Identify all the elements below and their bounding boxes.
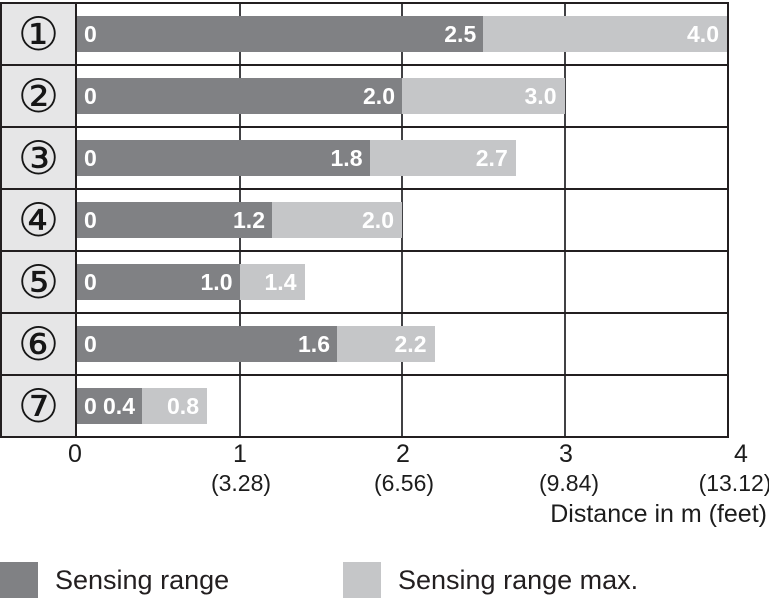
x-tick-label-m: 4 bbox=[734, 440, 748, 468]
start-value-label: 0 bbox=[84, 393, 97, 419]
row-number-label: ⑥ bbox=[17, 317, 60, 371]
sensing-range-bar: 0 1.8 bbox=[77, 140, 370, 176]
row-category-cell: ④ bbox=[2, 190, 77, 250]
x-tick-label-feet: (3.28) bbox=[210, 470, 272, 496]
x-tick-label-m: 2 bbox=[396, 440, 410, 468]
chart-row: ⑥ 2.2 0 1.6 bbox=[2, 314, 727, 376]
x-tick-label-feet: (9.84) bbox=[538, 470, 600, 496]
row-category-cell: ③ bbox=[2, 128, 77, 188]
x-tick-label-feet: (13.12) bbox=[698, 470, 769, 496]
row-plot-area: 0.8 0 0.4 bbox=[77, 376, 727, 436]
gridline bbox=[238, 376, 241, 436]
start-value-label: 0 bbox=[84, 207, 97, 233]
max-value-label: 1.4 bbox=[264, 269, 297, 295]
sensing-range-bar: 0 2.0 bbox=[77, 78, 402, 114]
max-value-label: 2.0 bbox=[362, 207, 394, 233]
gridline bbox=[401, 190, 403, 250]
sensing-range-max-bar: 0.8 bbox=[142, 388, 207, 424]
gridline bbox=[563, 190, 566, 250]
sensing-range-bar: 0 1.6 bbox=[77, 326, 337, 362]
row-category-cell: ⑤ bbox=[2, 252, 77, 312]
legend: Sensing range Sensing range max. bbox=[0, 560, 769, 600]
chart-row: ③ 2.7 0 1.8 bbox=[2, 128, 727, 190]
gridline bbox=[563, 252, 566, 312]
x-tick-label-feet: (6.56) bbox=[373, 470, 435, 496]
x-axis-title: Distance in m (feet) bbox=[550, 500, 767, 528]
row-number-label: ① bbox=[17, 7, 60, 61]
gridline bbox=[563, 376, 566, 436]
row-category-cell: ⑥ bbox=[2, 314, 77, 374]
x-axis: Distance in m (feet) 0 1 (3.28) 2 (6.56) 3 (9.… bbox=[0, 438, 769, 536]
row-plot-area: 1.4 0 1.0 bbox=[77, 252, 727, 312]
sensing-range-max-bar: 2.0 bbox=[272, 202, 402, 238]
sensing-range-max-bar: 4.0 bbox=[483, 16, 727, 52]
chart-row: ⑤ 1.4 0 1.0 bbox=[2, 252, 727, 314]
sensing-range-bar: 0 0.4 bbox=[77, 388, 142, 424]
sensing-range-bar: 0 2.5 bbox=[77, 16, 484, 52]
row-number-label: ③ bbox=[17, 131, 60, 185]
gridline bbox=[401, 376, 403, 436]
sensing-range-bar: 0 1.0 bbox=[77, 264, 240, 300]
row-plot-area: 2.2 0 1.6 bbox=[77, 314, 727, 374]
chart-row: ⑦ 0.8 0 0.4 bbox=[2, 376, 727, 436]
legend-swatch-sensing-range-max bbox=[343, 562, 381, 598]
legend-label-sensing-range-max: Sensing range max. bbox=[398, 564, 639, 595]
x-tick-label-m: 0 bbox=[68, 440, 82, 468]
max-value-label: 0.8 bbox=[167, 393, 199, 419]
row-number-label: ⑦ bbox=[17, 379, 60, 433]
range-value-label: 1.8 bbox=[330, 145, 363, 171]
row-category-cell: ② bbox=[2, 66, 77, 126]
sensing-range-max-bar: 2.7 bbox=[369, 140, 516, 176]
sensing-range-bar: 0 1.2 bbox=[77, 202, 272, 238]
start-value-label: 0 bbox=[84, 269, 97, 295]
row-plot-area: 3.0 0 2.0 bbox=[77, 66, 727, 126]
chart-table: ① 4.0 0 2.5 ② 3.0 0 2.0 ③ bbox=[0, 2, 729, 438]
gridline bbox=[563, 314, 566, 374]
row-number-label: ⑤ bbox=[17, 255, 60, 309]
range-value-label: 1.2 bbox=[233, 207, 265, 233]
row-number-label: ② bbox=[17, 69, 60, 123]
legend-swatch-sensing-range bbox=[0, 562, 38, 598]
sensing-range-max-bar: 2.2 bbox=[337, 326, 435, 362]
max-value-label: 2.7 bbox=[475, 145, 508, 171]
legend-label-sensing-range: Sensing range bbox=[55, 564, 230, 595]
gridline bbox=[563, 66, 566, 126]
start-value-label: 0 bbox=[84, 83, 97, 109]
range-value-label: 1.6 bbox=[298, 331, 330, 357]
x-tick-label-m: 1 bbox=[233, 440, 247, 468]
row-plot-area: 2.0 0 1.2 bbox=[77, 190, 727, 250]
row-number-label: ④ bbox=[17, 193, 60, 247]
range-value-label: 2.0 bbox=[363, 83, 395, 109]
gridline bbox=[401, 252, 403, 312]
range-value-label: 0.4 bbox=[103, 393, 135, 419]
chart-row: ① 4.0 0 2.5 bbox=[2, 4, 727, 66]
chart-row: ④ 2.0 0 1.2 bbox=[2, 190, 727, 252]
row-plot-area: 4.0 0 2.5 bbox=[77, 4, 727, 64]
max-value-label: 2.2 bbox=[394, 331, 427, 357]
row-category-cell: ① bbox=[2, 4, 77, 64]
x-tick-label-m: 3 bbox=[559, 440, 573, 468]
start-value-label: 0 bbox=[84, 331, 97, 357]
range-value-label: 2.5 bbox=[444, 21, 477, 47]
sensing-range-max-bar: 3.0 bbox=[402, 78, 565, 114]
row-category-cell: ⑦ bbox=[2, 376, 77, 436]
gridline bbox=[563, 128, 566, 188]
start-value-label: 0 bbox=[84, 145, 97, 171]
chart-row: ② 3.0 0 2.0 bbox=[2, 66, 727, 128]
max-value-label: 4.0 bbox=[687, 21, 719, 47]
start-value-label: 0 bbox=[84, 21, 97, 47]
row-plot-area: 2.7 0 1.8 bbox=[77, 128, 727, 188]
range-value-label: 1.0 bbox=[200, 269, 233, 295]
max-value-label: 3.0 bbox=[524, 83, 557, 109]
sensing-range-max-bar: 1.4 bbox=[239, 264, 305, 300]
